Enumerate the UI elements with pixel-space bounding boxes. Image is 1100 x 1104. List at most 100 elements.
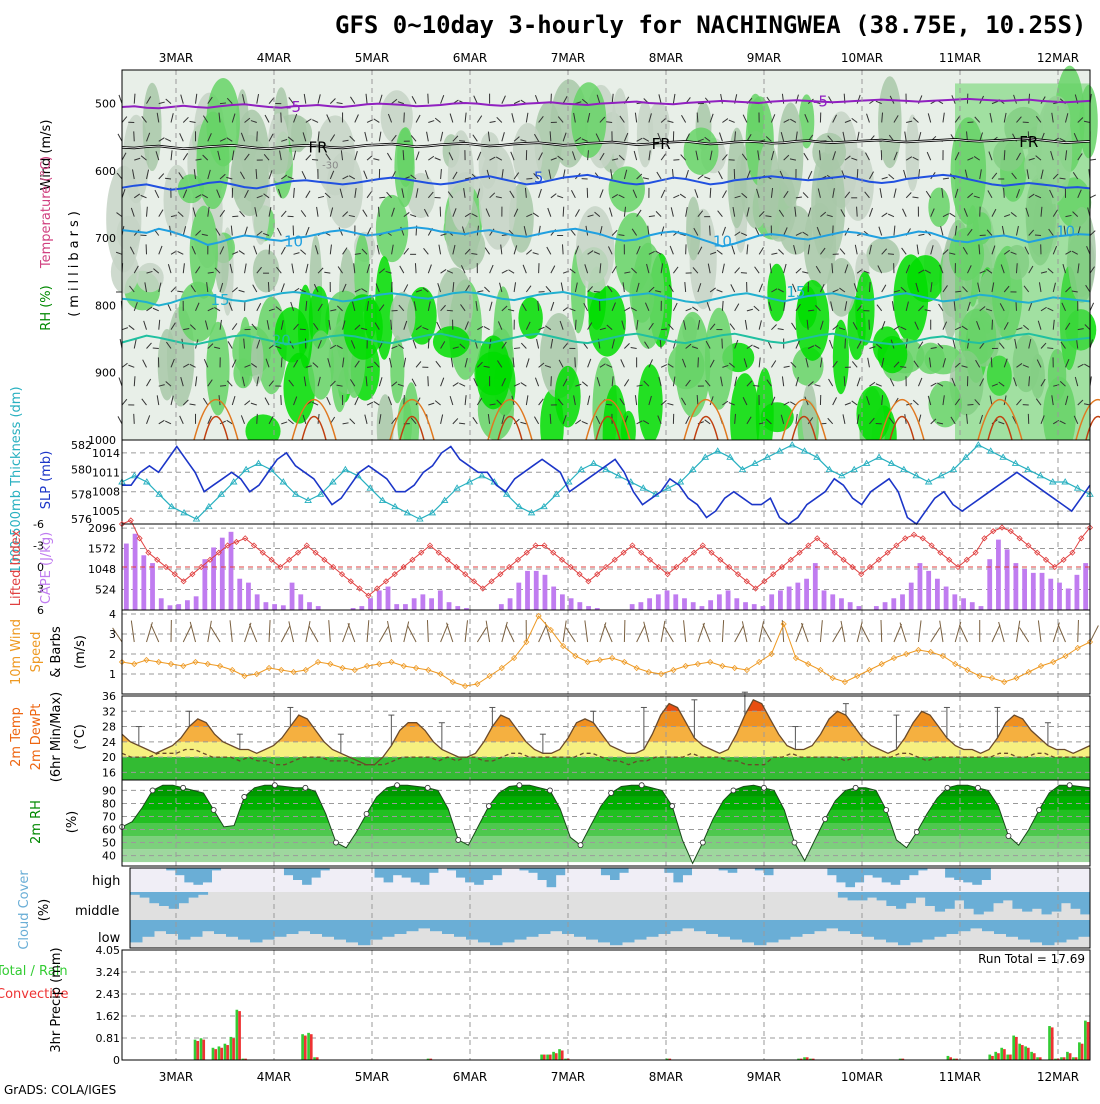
precip-conv-bar [1033, 1053, 1036, 1060]
cloud-cell [963, 868, 973, 882]
date-label-top: 5MAR [355, 51, 390, 65]
wind-barb-10m [465, 620, 467, 642]
panel-frame [122, 950, 1090, 1060]
cloud-cell [547, 868, 557, 887]
wind-barb-10m [881, 620, 882, 642]
cloud-cell [478, 920, 491, 942]
cloud-cell [993, 892, 1003, 903]
cape-bar [1057, 583, 1062, 610]
y-tick-label: 1008 [92, 486, 120, 499]
wind-barb-10m [343, 623, 350, 642]
cape-bar [577, 602, 582, 610]
y-tick-label: 40 [102, 850, 116, 863]
wind-barb-10m [563, 621, 566, 642]
precip-conv-bar [1003, 1049, 1006, 1060]
cape-bar [717, 594, 722, 610]
wind-barb-10m [604, 624, 612, 642]
cloud-cell [130, 892, 140, 895]
wind-barb [808, 310, 814, 311]
rh-point [425, 785, 430, 790]
wind-barb-10m [211, 627, 220, 642]
cape-bar [804, 579, 809, 610]
cape-ylabel-cape: CAPE (J/kg) [39, 532, 54, 604]
wind-barb [1004, 188, 1005, 198]
cape-bar [935, 579, 940, 610]
cloud-cell [190, 920, 203, 937]
cape-bar [961, 598, 966, 610]
cloud-cell [1061, 892, 1071, 903]
cape-bar [1075, 575, 1080, 610]
wind-barb [1047, 348, 1053, 349]
precip-conv-bar [1069, 1053, 1072, 1060]
cloud-cell [1030, 920, 1043, 942]
cloud-cell [994, 920, 1007, 934]
wind-barb-10m [940, 621, 943, 642]
cape-bar [996, 540, 1001, 610]
date-label-top: 6MAR [453, 51, 488, 65]
precip-conv-bar [1021, 1045, 1024, 1060]
cloud-cell [1078, 920, 1091, 937]
wind-ylabel-1: 10m Wind [9, 619, 24, 685]
wind-barb-10m [1038, 620, 1041, 642]
wind-barb [312, 159, 318, 160]
cloud-cell [1018, 920, 1031, 940]
rh-shade-cell [433, 326, 470, 358]
cape-bar [708, 600, 713, 610]
wind-barb-10m [289, 621, 294, 642]
wind-barb-10m [151, 624, 159, 642]
wind-barb [379, 197, 385, 198]
cloud-cell [954, 892, 964, 900]
cape-bar [1040, 573, 1045, 610]
precip-total-bar [1084, 1021, 1087, 1060]
cloud-cell [406, 920, 419, 931]
wind-barb-10m [661, 621, 665, 642]
y-tick-label: 1005 [92, 505, 120, 518]
cloud-cell [169, 892, 179, 909]
cloud-cell [598, 920, 611, 942]
rh-point [272, 783, 277, 788]
wind-barb [888, 254, 894, 255]
cloud-cell [538, 920, 551, 934]
precip-total-bar [1066, 1052, 1069, 1060]
cloud-cell [284, 868, 294, 875]
cloud-cover-panel [130, 868, 1091, 948]
wind-barb-10m [857, 622, 862, 642]
cape-bar [691, 602, 696, 610]
cloud-cell [454, 920, 467, 937]
precip-total-bar [200, 1038, 203, 1060]
wind-barb-10m [427, 620, 428, 642]
rh-shade-cell [571, 82, 606, 158]
cloud-cell [827, 868, 837, 875]
cape-bar [1013, 563, 1018, 610]
precip-conv-bar [232, 1038, 235, 1060]
rh-shade-cell [390, 335, 404, 403]
y-tick-label: 1572 [88, 543, 116, 556]
cape-bar [839, 598, 844, 610]
cloud-cell [346, 920, 359, 942]
cape-bar [743, 602, 748, 610]
cloud-ylabel-units: (%) [37, 899, 52, 922]
cloud-cell [238, 920, 251, 940]
wind-barb [118, 134, 122, 141]
contour-label: 20 [272, 331, 291, 349]
cape-bar [316, 606, 321, 610]
cloud-cell [909, 868, 919, 875]
wind-barb-10m [309, 626, 318, 642]
cloud-cell [682, 920, 695, 928]
rh-shade-cell [877, 336, 907, 373]
cloud-cell [130, 920, 143, 942]
wind-barb-10m [367, 620, 369, 642]
y-tick-label: 24 [102, 736, 116, 749]
cloud-cell [1032, 892, 1042, 909]
temp-ylabel-1: 2m Temp [9, 707, 24, 767]
cloud-cell [298, 920, 311, 931]
cape-bar [560, 594, 565, 610]
cape-bar [700, 606, 705, 610]
y-tick-label: 20 [102, 751, 116, 764]
y-tick-label: 16 [102, 766, 116, 779]
rh-shade-cell [390, 292, 416, 342]
precip-total-bar [218, 1046, 221, 1060]
wind-barb [845, 339, 846, 349]
